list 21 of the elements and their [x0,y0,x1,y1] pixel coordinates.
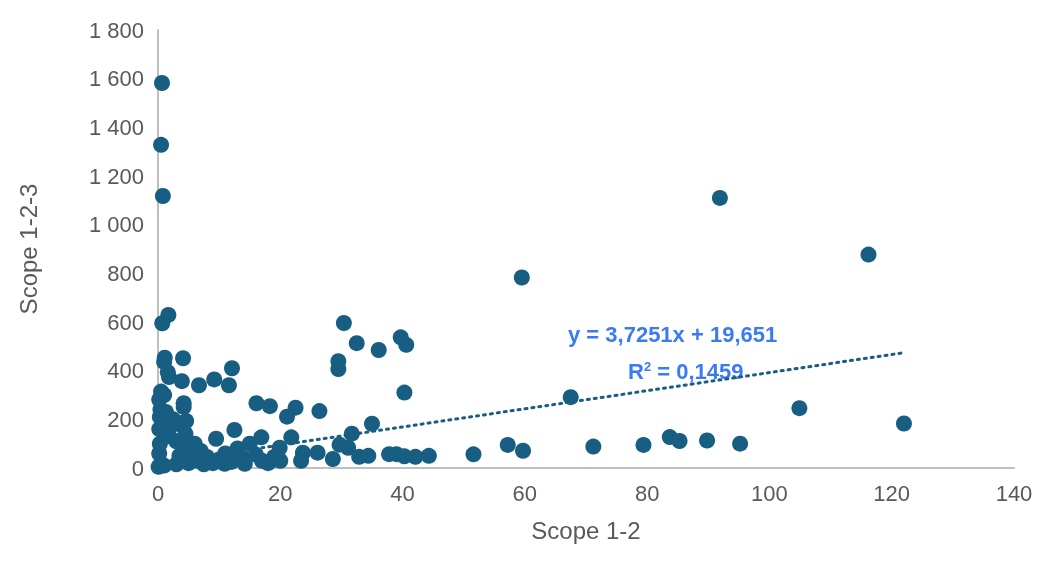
x-tick-label: 100 [751,480,788,506]
x-axis-title: Scope 1-2 [531,516,641,544]
y-tick-label: 1 800 [88,17,144,43]
y-tick-label: 1 400 [88,114,144,140]
y-tick-label: 200 [107,406,144,432]
y-tick-label: 1 000 [88,212,144,238]
x-tick-label: 80 [634,480,660,506]
y-tick-label: 0 [131,455,144,481]
x-tick-label: 0 [151,480,165,506]
y-tick-label: 1 200 [88,163,144,189]
y-axis-title: Scope 1-2-3 [14,183,42,315]
x-tick-label: 20 [268,480,293,506]
annotation: y = 3,7251x + 19,651 [568,321,778,347]
x-tick-label: 40 [390,480,415,506]
y-tick-label: 400 [107,358,144,384]
y-tick-label: 600 [107,309,144,335]
x-tick-label: 120 [873,480,911,506]
x-tick-label: 140 [995,480,1033,506]
x-tick-label: 60 [512,480,538,506]
y-tick-label: 1 600 [88,66,144,92]
y-tick-label: 800 [107,260,144,286]
